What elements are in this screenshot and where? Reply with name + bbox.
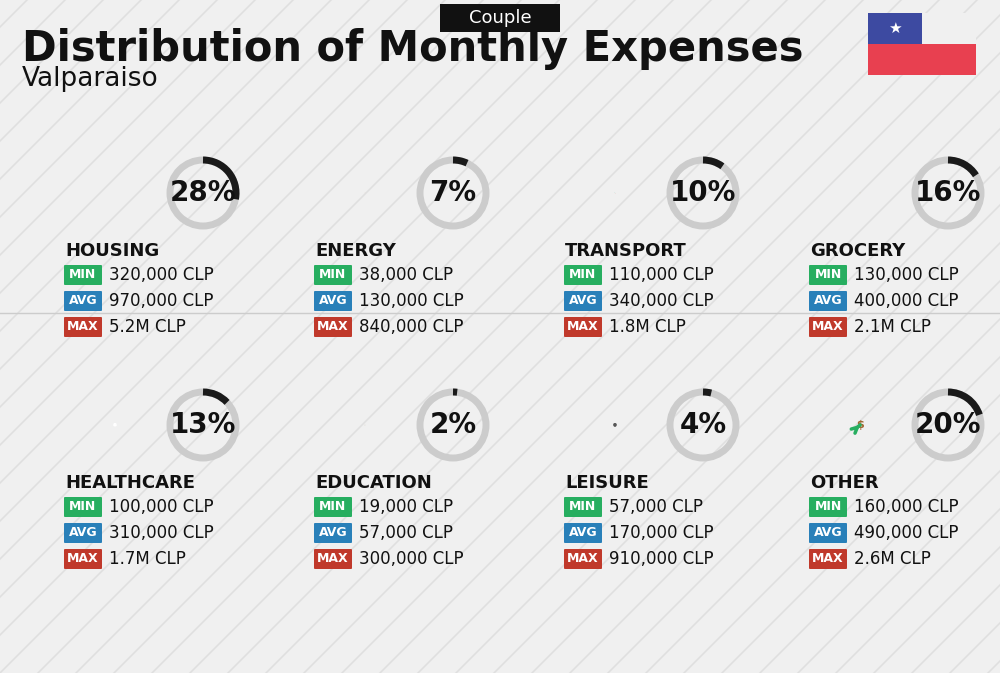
Text: 2.6M CLP: 2.6M CLP xyxy=(854,550,931,568)
Text: OTHER: OTHER xyxy=(810,474,879,492)
Text: MAX: MAX xyxy=(567,320,599,334)
FancyBboxPatch shape xyxy=(64,291,102,311)
FancyBboxPatch shape xyxy=(314,265,352,285)
FancyBboxPatch shape xyxy=(564,317,602,337)
Text: 170,000 CLP: 170,000 CLP xyxy=(609,524,714,542)
Text: HEALTHCARE: HEALTHCARE xyxy=(65,474,195,492)
Text: MIN: MIN xyxy=(569,501,597,513)
Text: 4%: 4% xyxy=(679,411,727,439)
Text: 19,000 CLP: 19,000 CLP xyxy=(359,498,453,516)
Text: 310,000 CLP: 310,000 CLP xyxy=(109,524,214,542)
Text: 7%: 7% xyxy=(429,179,477,207)
Bar xyxy=(868,13,922,44)
Text: MIN: MIN xyxy=(319,501,347,513)
Text: 340,000 CLP: 340,000 CLP xyxy=(609,292,714,310)
Text: 16%: 16% xyxy=(915,179,981,207)
FancyBboxPatch shape xyxy=(64,265,102,285)
FancyBboxPatch shape xyxy=(314,523,352,543)
Text: GROCERY: GROCERY xyxy=(810,242,905,260)
Text: MAX: MAX xyxy=(812,553,844,565)
Text: 320,000 CLP: 320,000 CLP xyxy=(109,266,214,284)
Text: AVG: AVG xyxy=(814,526,842,540)
Text: LEISURE: LEISURE xyxy=(565,474,649,492)
FancyBboxPatch shape xyxy=(809,549,847,569)
Text: $: $ xyxy=(856,420,864,430)
Text: 28%: 28% xyxy=(170,179,236,207)
Text: Valparaiso: Valparaiso xyxy=(22,66,159,92)
Text: Couple: Couple xyxy=(469,9,531,27)
Text: ENERGY: ENERGY xyxy=(315,242,396,260)
Text: ★: ★ xyxy=(888,21,902,36)
Text: 5.2M CLP: 5.2M CLP xyxy=(109,318,186,336)
Text: MAX: MAX xyxy=(67,553,99,565)
Text: AVG: AVG xyxy=(319,295,347,308)
FancyBboxPatch shape xyxy=(809,497,847,517)
Text: 2.1M CLP: 2.1M CLP xyxy=(854,318,931,336)
Text: 160,000 CLP: 160,000 CLP xyxy=(854,498,959,516)
FancyBboxPatch shape xyxy=(564,497,602,517)
Text: 490,000 CLP: 490,000 CLP xyxy=(854,524,958,542)
Text: MIN: MIN xyxy=(814,501,842,513)
Text: TRANSPORT: TRANSPORT xyxy=(565,242,687,260)
Text: MAX: MAX xyxy=(317,320,349,334)
FancyBboxPatch shape xyxy=(809,317,847,337)
Text: 130,000 CLP: 130,000 CLP xyxy=(854,266,959,284)
FancyBboxPatch shape xyxy=(564,523,602,543)
Text: MAX: MAX xyxy=(67,320,99,334)
FancyBboxPatch shape xyxy=(809,523,847,543)
Text: 100,000 CLP: 100,000 CLP xyxy=(109,498,214,516)
Text: HOUSING: HOUSING xyxy=(65,242,159,260)
FancyBboxPatch shape xyxy=(314,497,352,517)
FancyBboxPatch shape xyxy=(64,317,102,337)
Text: 57,000 CLP: 57,000 CLP xyxy=(609,498,703,516)
Text: 2%: 2% xyxy=(429,411,477,439)
FancyBboxPatch shape xyxy=(564,291,602,311)
FancyBboxPatch shape xyxy=(314,291,352,311)
Text: AVG: AVG xyxy=(569,526,597,540)
Text: 1.7M CLP: 1.7M CLP xyxy=(109,550,186,568)
FancyBboxPatch shape xyxy=(64,497,102,517)
Text: MAX: MAX xyxy=(317,553,349,565)
Text: MAX: MAX xyxy=(567,553,599,565)
Text: MIN: MIN xyxy=(319,269,347,281)
Text: MIN: MIN xyxy=(569,269,597,281)
FancyBboxPatch shape xyxy=(64,523,102,543)
FancyBboxPatch shape xyxy=(809,265,847,285)
Text: 38,000 CLP: 38,000 CLP xyxy=(359,266,453,284)
Text: 13%: 13% xyxy=(170,411,236,439)
Text: AVG: AVG xyxy=(69,526,97,540)
FancyBboxPatch shape xyxy=(314,549,352,569)
FancyBboxPatch shape xyxy=(564,549,602,569)
Text: 970,000 CLP: 970,000 CLP xyxy=(109,292,214,310)
Text: 910,000 CLP: 910,000 CLP xyxy=(609,550,714,568)
FancyBboxPatch shape xyxy=(64,549,102,569)
Text: 300,000 CLP: 300,000 CLP xyxy=(359,550,464,568)
FancyBboxPatch shape xyxy=(314,317,352,337)
Text: 20%: 20% xyxy=(915,411,981,439)
Text: 1.8M CLP: 1.8M CLP xyxy=(609,318,686,336)
Text: 110,000 CLP: 110,000 CLP xyxy=(609,266,714,284)
Text: 57,000 CLP: 57,000 CLP xyxy=(359,524,453,542)
Text: 10%: 10% xyxy=(670,179,736,207)
Text: MIN: MIN xyxy=(69,269,97,281)
Bar xyxy=(868,44,976,75)
Text: 400,000 CLP: 400,000 CLP xyxy=(854,292,958,310)
Text: 840,000 CLP: 840,000 CLP xyxy=(359,318,464,336)
FancyBboxPatch shape xyxy=(809,291,847,311)
Text: MIN: MIN xyxy=(69,501,97,513)
Text: AVG: AVG xyxy=(319,526,347,540)
Bar xyxy=(922,13,976,44)
Text: AVG: AVG xyxy=(69,295,97,308)
Text: 130,000 CLP: 130,000 CLP xyxy=(359,292,464,310)
FancyBboxPatch shape xyxy=(440,4,560,32)
Text: AVG: AVG xyxy=(569,295,597,308)
Text: AVG: AVG xyxy=(814,295,842,308)
FancyBboxPatch shape xyxy=(564,265,602,285)
Text: EDUCATION: EDUCATION xyxy=(315,474,432,492)
Text: MIN: MIN xyxy=(814,269,842,281)
Text: Distribution of Monthly Expenses: Distribution of Monthly Expenses xyxy=(22,28,804,70)
Text: MAX: MAX xyxy=(812,320,844,334)
